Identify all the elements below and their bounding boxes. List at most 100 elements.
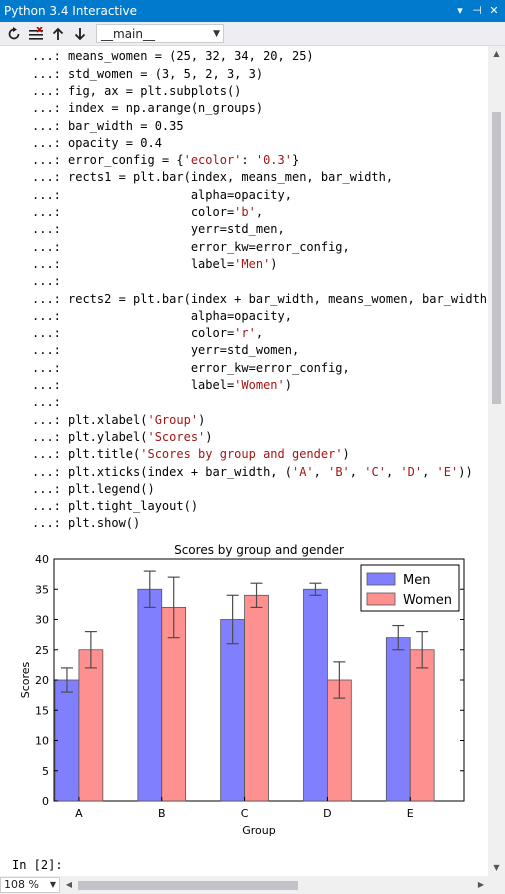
bar-men-A xyxy=(54,679,80,802)
history-down-button[interactable] xyxy=(70,24,90,44)
x-tick-label: A xyxy=(75,807,83,820)
window-title: Python 3.4 Interactive xyxy=(4,4,137,18)
scroll-left-icon[interactable]: ◀ xyxy=(65,880,73,889)
scope-dropdown[interactable]: __main__ ▼ xyxy=(96,24,224,43)
line-prompt: ...: xyxy=(32,429,61,444)
y-tick-label: 40 xyxy=(35,553,49,566)
legend-label-men: Men xyxy=(403,573,430,588)
line-prompt: ...: xyxy=(32,256,61,271)
line-code: yerr=std_men, xyxy=(68,222,285,237)
line-code: std_women = (3, 5, 2, 3, 3) xyxy=(68,66,264,81)
reset-icon xyxy=(8,27,20,40)
line-prompt: ...: xyxy=(32,343,61,358)
line-prompt: ...: xyxy=(32,222,61,237)
line-code: color='b', xyxy=(68,205,264,219)
bar-women-C xyxy=(244,594,269,802)
line-prompt: ...: xyxy=(32,464,61,479)
line-prompt: ...: xyxy=(32,187,61,202)
line-code: plt.tight_layout() xyxy=(68,499,199,514)
line-prompt: ...: xyxy=(32,274,61,289)
chevron-down-icon: ▼ xyxy=(213,29,220,39)
close-icon[interactable]: ✕ xyxy=(489,4,499,17)
y-axis-label: Scores xyxy=(19,661,32,698)
x-tick-label: C xyxy=(241,807,249,820)
arrow-up-icon xyxy=(52,27,64,40)
line-code: plt.ylabel('Scores') xyxy=(68,429,213,444)
bar-men-D xyxy=(303,588,328,802)
title-bar: Python 3.4 Interactive ▾ ⊣ ✕ xyxy=(0,0,505,22)
line-code: plt.legend() xyxy=(68,481,155,496)
line-prompt: ...: xyxy=(32,101,61,116)
line-prompt: ...: xyxy=(32,49,61,64)
line-code: opacity = 0.4 xyxy=(68,135,162,150)
reset-button[interactable] xyxy=(4,24,24,44)
line-prompt: ...: xyxy=(32,205,61,219)
line-prompt: ...: xyxy=(32,499,61,514)
next-prompt: In [2]: xyxy=(12,858,63,872)
line-code: error_config = {'ecolor': '0.3'} xyxy=(68,153,300,168)
scroll-up-icon[interactable]: ▲ xyxy=(493,49,500,58)
y-tick-label: 20 xyxy=(35,674,49,687)
line-code: rects2 = plt.bar(index + bar_width, mean… xyxy=(68,291,488,306)
x-tick-label: D xyxy=(323,807,331,820)
legend-label-women: Women xyxy=(403,593,452,608)
arrow-down-icon xyxy=(74,28,86,41)
y-tick-label: 25 xyxy=(35,644,49,657)
input-prompt[interactable]: In [2]: xyxy=(0,857,63,874)
bar-women-A xyxy=(78,649,104,802)
line-prompt: ...: xyxy=(32,481,61,496)
y-tick-label: 0 xyxy=(42,795,49,808)
legend-swatch-women xyxy=(366,592,396,606)
line-prompt: ...: xyxy=(32,291,61,306)
line-code: index = np.arange(n_groups) xyxy=(68,101,264,116)
vertical-scrollbar[interactable]: ▲ ▼ xyxy=(488,46,505,876)
zoom-value: 108 % xyxy=(4,878,39,891)
bar-men-C xyxy=(220,619,245,802)
line-prompt: ...: xyxy=(32,170,61,185)
line-code: color='r', xyxy=(68,326,264,341)
line-code: bar_width = 0.35 xyxy=(68,118,184,133)
line-prompt: ...: xyxy=(32,326,61,341)
line-code: fig, ax = plt.subplots() xyxy=(68,83,242,98)
line-prompt: ...: xyxy=(32,360,61,375)
zoom-dropdown[interactable]: 108 % ▼ xyxy=(0,877,60,893)
line-prompt: ...: xyxy=(32,135,61,150)
scroll-right-icon[interactable]: ▶ xyxy=(477,880,485,889)
bar-women-E xyxy=(409,649,435,802)
scroll-down-icon[interactable]: ▼ xyxy=(493,863,500,872)
pin-icon[interactable]: ⊣ xyxy=(472,4,482,17)
bar-men-B xyxy=(137,588,163,802)
chart-title: Scores by group and gender xyxy=(174,543,344,557)
scope-value: __main__ xyxy=(101,27,155,41)
line-code: means_women = (25, 32, 34, 20, 25) xyxy=(68,49,314,64)
history-up-button[interactable] xyxy=(48,24,68,44)
window-menu-icon[interactable]: ▾ xyxy=(457,4,463,17)
vertical-scroll-thumb[interactable] xyxy=(492,112,501,404)
clear-button[interactable] xyxy=(26,24,46,44)
console-output[interactable]: ...:std_men = (2, 3, 4, 1, 2)...:means_w… xyxy=(0,46,488,876)
horizontal-scroll-thumb[interactable] xyxy=(78,881,298,890)
line-prompt: ...: xyxy=(32,447,61,462)
x-tick-label: B xyxy=(158,807,166,820)
clear-icon xyxy=(29,26,43,40)
line-code: error_kw=error_config, xyxy=(68,239,350,254)
line-prompt: ...: xyxy=(32,118,61,133)
line-prompt: ...: xyxy=(32,516,61,531)
toolbar: __main__ ▼ xyxy=(0,22,505,46)
line-code: plt.xlabel('Group') xyxy=(68,412,206,427)
line-code: plt.xticks(index + bar_width, ('A', 'B',… xyxy=(68,464,473,479)
status-bar: 108 % ▼ ◀ ▶ xyxy=(0,876,505,894)
x-axis-label: Group xyxy=(242,824,276,837)
y-tick-label: 30 xyxy=(35,614,49,627)
line-prompt: ...: xyxy=(32,153,61,168)
line-code: yerr=std_women, xyxy=(68,343,300,358)
line-code: label='Women') xyxy=(68,378,292,392)
line-code: error_kw=error_config, xyxy=(68,360,350,375)
y-tick-label: 35 xyxy=(35,583,49,596)
y-tick-label: 10 xyxy=(35,735,49,748)
line-prompt: ...: xyxy=(32,378,61,392)
line-code: alpha=opacity, xyxy=(68,187,292,202)
line-code: rects1 = plt.bar(index, means_men, bar_w… xyxy=(68,170,394,185)
bar-chart: Scores by group and gender A B C D E 0 5 10 15 20 2… xyxy=(19,543,465,837)
line-prompt: ...: xyxy=(32,412,61,427)
